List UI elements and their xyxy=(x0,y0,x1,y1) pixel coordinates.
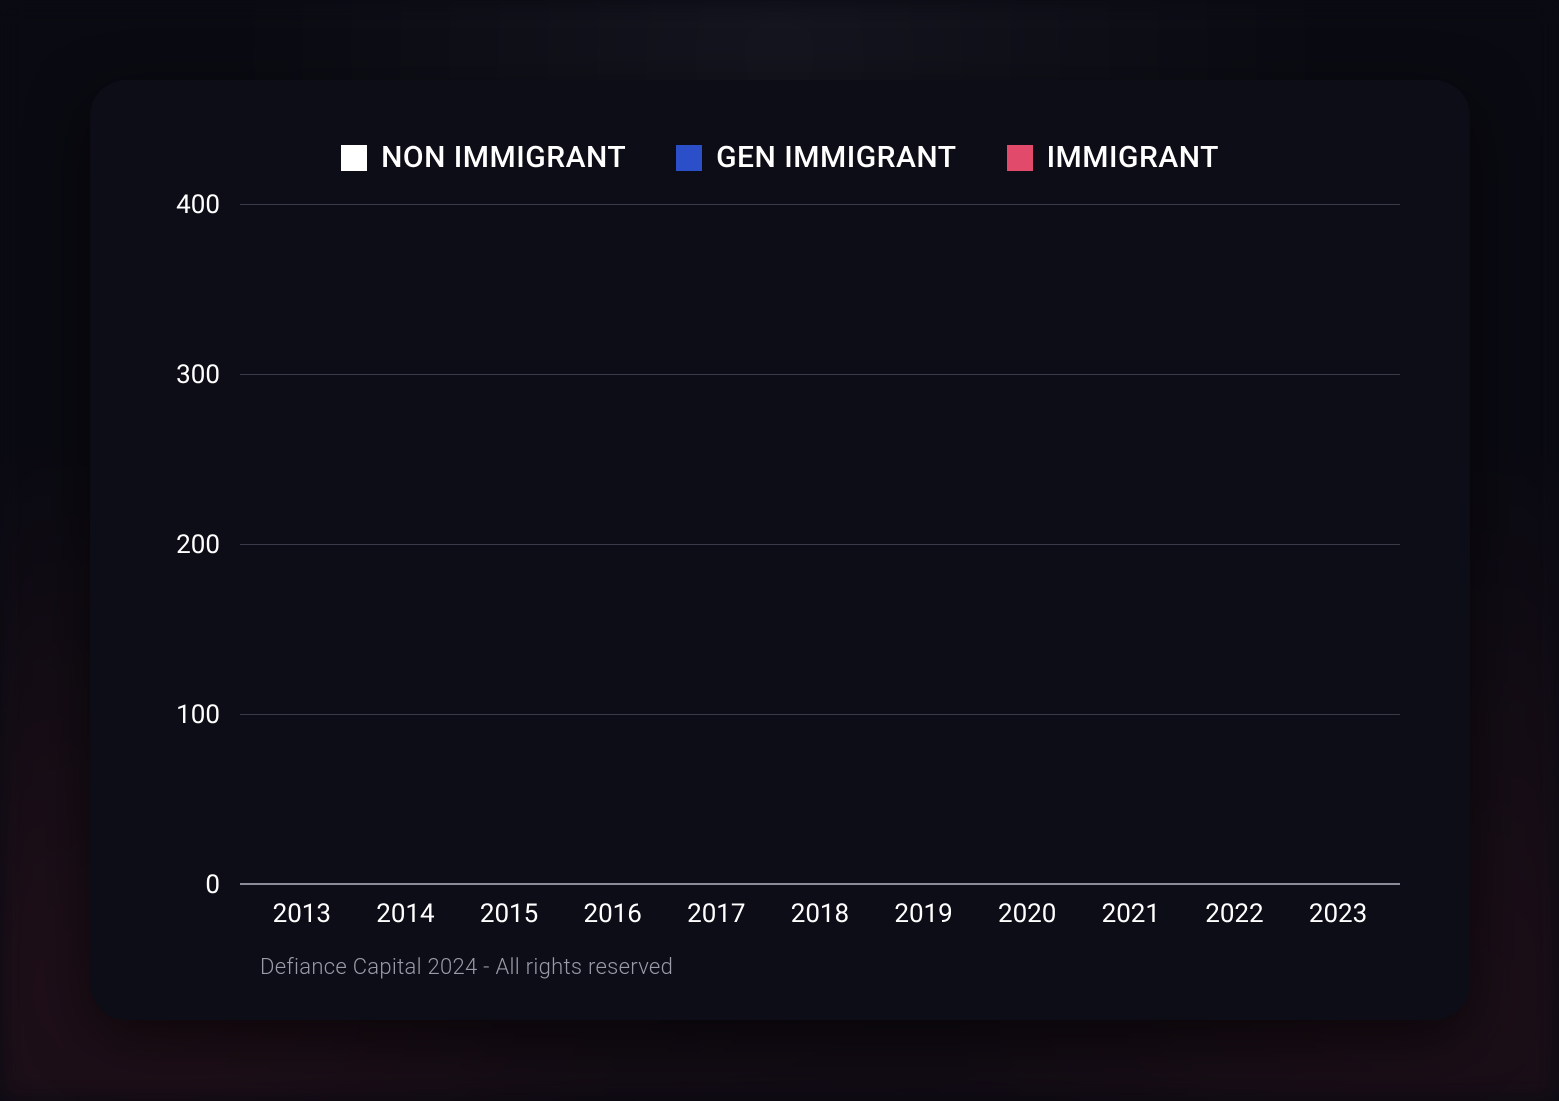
x-tick-label: 2014 xyxy=(369,885,441,945)
x-axis-baseline xyxy=(240,883,1400,885)
x-tick-label: 2021 xyxy=(1095,885,1167,945)
footer-text: Defiance Capital 2024 - All rights reser… xyxy=(160,945,1400,980)
chart-area: 0100200300400 xyxy=(160,205,1400,885)
x-tick-label: 2017 xyxy=(680,885,752,945)
legend-item-gen_immigrant: GEN IMMIGRANT xyxy=(676,140,956,175)
legend-swatch xyxy=(1007,145,1033,171)
x-tick-label: 2013 xyxy=(266,885,338,945)
legend: NON IMMIGRANT GEN IMMIGRANT IMMIGRANT xyxy=(160,140,1400,175)
x-tick-label: 2020 xyxy=(991,885,1063,945)
x-tick-label: 2022 xyxy=(1198,885,1270,945)
y-tick-label: 200 xyxy=(176,530,220,560)
legend-swatch xyxy=(341,145,367,171)
legend-label: GEN IMMIGRANT xyxy=(716,140,956,175)
chart-card: NON IMMIGRANT GEN IMMIGRANT IMMIGRANT 0 100… xyxy=(90,80,1470,1020)
bars-container xyxy=(240,205,1400,885)
legend-item-immigrant: IMMIGRANT xyxy=(1007,140,1219,175)
y-tick-label: 100 xyxy=(176,700,220,730)
gridline xyxy=(240,374,1400,375)
legend-swatch xyxy=(676,145,702,171)
x-tick-label: 2023 xyxy=(1302,885,1374,945)
gridline xyxy=(240,714,1400,715)
x-axis: 2013 2014 2015 2016 2017 2018 2019 2020 2021 2022… xyxy=(160,885,1400,945)
x-tick-label: 2016 xyxy=(577,885,649,945)
x-tick-label: 2018 xyxy=(784,885,856,945)
y-axis: 0100200300400 xyxy=(160,205,240,885)
gridline xyxy=(240,204,1400,205)
legend-item-non_immigrant: NON IMMIGRANT xyxy=(341,140,626,175)
y-tick-label: 400 xyxy=(176,190,220,220)
plot-area xyxy=(240,205,1400,885)
legend-label: IMMIGRANT xyxy=(1047,140,1219,175)
x-tick-label: 2019 xyxy=(888,885,960,945)
x-axis-labels: 2013 2014 2015 2016 2017 2018 2019 2020 2021 2022… xyxy=(240,885,1400,945)
gridline xyxy=(240,544,1400,545)
y-tick-label: 0 xyxy=(205,870,220,900)
legend-label: NON IMMIGRANT xyxy=(381,140,626,175)
x-tick-label: 2015 xyxy=(473,885,545,945)
y-tick-label: 300 xyxy=(176,360,220,390)
